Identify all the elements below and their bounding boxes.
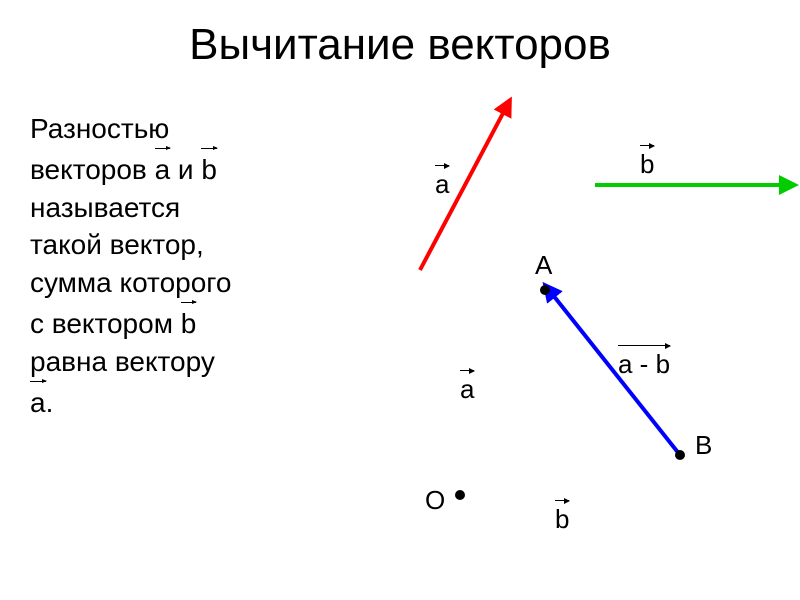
slide: Вычитание векторов Разностью векторов a … [0, 0, 800, 600]
inline-vec-a: a [155, 148, 171, 189]
slide-title: Вычитание векторов [0, 20, 800, 70]
body-line3: называется [30, 192, 180, 223]
label-a-top: a [435, 165, 449, 200]
label-b-bottom: b [555, 500, 569, 535]
label-A: A [535, 250, 552, 281]
label-b-top: b [640, 145, 654, 180]
inline-vec-a2: a [30, 381, 46, 422]
body-line1: Разностью [30, 113, 169, 144]
definition-text: Разностью векторов a и b называется тако… [30, 110, 360, 421]
inline-vec-b2: b [181, 302, 197, 343]
body-line7: равна вектору [30, 346, 215, 377]
label-a-minus-b: a - b [618, 345, 670, 380]
body-line6-pre: с вектором [30, 308, 181, 339]
label-B: B [695, 430, 712, 461]
body-line8-post: . [46, 387, 54, 418]
label-a-mid: a [460, 370, 474, 405]
body-line2-pre: векторов [30, 154, 155, 185]
body-line5: сумма которого [30, 267, 231, 298]
inline-vec-b: b [201, 148, 217, 189]
body-line2-mid: и [170, 154, 201, 185]
body-line4: такой вектор, [30, 229, 204, 260]
vector-diagram: a b a a - b b O A B [380, 90, 800, 590]
label-O: O [425, 485, 445, 516]
